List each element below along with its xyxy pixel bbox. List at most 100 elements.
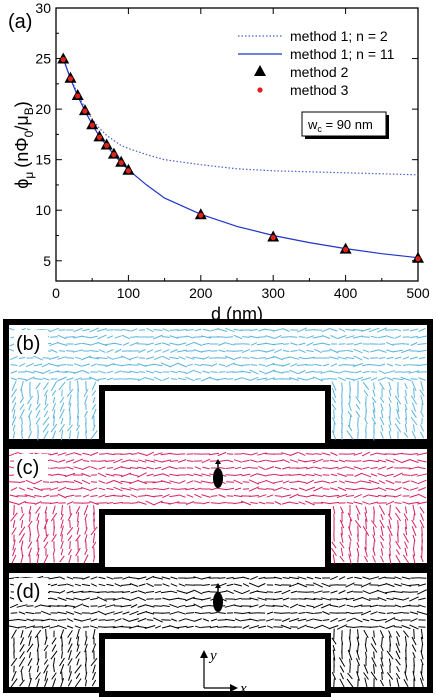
field-vector xyxy=(19,513,25,521)
field-vector xyxy=(402,480,410,484)
field-vector xyxy=(356,547,360,557)
field-vector xyxy=(20,540,24,550)
field-vector xyxy=(76,644,80,652)
field-vector xyxy=(42,423,50,433)
field-vector xyxy=(72,458,84,464)
field-vector xyxy=(420,650,424,660)
field-vector xyxy=(297,480,307,484)
field-vector xyxy=(405,417,407,425)
field-vector xyxy=(66,625,74,629)
field-vector xyxy=(19,396,25,404)
field-vector xyxy=(193,597,203,601)
field-vector xyxy=(112,591,124,593)
field-vector xyxy=(64,472,76,478)
field-vector xyxy=(337,370,347,374)
field-vector xyxy=(298,356,306,360)
field-vector xyxy=(233,589,243,595)
field-vector xyxy=(130,604,138,608)
field-vector xyxy=(298,336,306,338)
field-vector xyxy=(296,582,308,588)
field-vector xyxy=(352,376,364,382)
field-vector xyxy=(18,533,26,543)
field-vector xyxy=(341,388,343,398)
field-vector xyxy=(153,488,163,490)
field-vector xyxy=(162,493,170,499)
field-vector xyxy=(418,604,426,608)
field-vector xyxy=(379,630,385,638)
field-vector xyxy=(60,540,64,550)
field-vector xyxy=(241,611,251,615)
field-vector xyxy=(306,576,314,580)
y-tick-label: 25 xyxy=(35,51,51,67)
field-vector xyxy=(51,390,57,396)
field-vector xyxy=(250,342,258,346)
field-vector xyxy=(384,495,396,497)
field-vector xyxy=(413,424,415,432)
field-vector xyxy=(282,597,290,601)
field-vector xyxy=(362,466,370,470)
field-vector xyxy=(404,526,408,536)
field-vector xyxy=(137,459,147,463)
field-vector xyxy=(290,336,298,338)
dot-marker xyxy=(89,122,95,128)
field-vector xyxy=(129,370,139,374)
field-vector xyxy=(13,504,15,516)
field-vector xyxy=(145,451,155,457)
field-vector xyxy=(402,554,410,564)
field-vector xyxy=(161,465,171,471)
x-tick-label: 500 xyxy=(406,285,430,301)
field-vector xyxy=(404,382,408,390)
field-vector xyxy=(89,500,99,506)
field-vector xyxy=(137,590,147,594)
field-vector xyxy=(281,589,291,595)
field-vector xyxy=(202,501,210,505)
field-vector xyxy=(34,495,42,497)
field-vector xyxy=(50,474,58,476)
field-vector xyxy=(85,679,87,687)
field-vector xyxy=(420,555,424,563)
field-vector xyxy=(298,452,306,456)
field-vector xyxy=(76,431,80,439)
field-vector xyxy=(256,590,268,594)
field-vector xyxy=(330,334,338,340)
field-vector xyxy=(60,417,64,425)
field-vector xyxy=(185,612,195,614)
field-vector xyxy=(282,618,290,622)
field-vector xyxy=(137,596,147,602)
field-vector xyxy=(98,619,106,621)
field-vector xyxy=(73,488,83,490)
field-vector xyxy=(232,501,244,505)
field-vector xyxy=(370,611,378,615)
field-vector xyxy=(89,451,99,457)
field-vector xyxy=(66,590,74,594)
field-vector xyxy=(43,389,49,397)
field-vector xyxy=(283,604,289,608)
field-vector xyxy=(314,348,322,354)
field-vector xyxy=(194,618,202,622)
field-vector xyxy=(106,377,114,381)
field-vector xyxy=(377,618,387,622)
field-vector xyxy=(272,370,284,374)
field-vector xyxy=(185,501,195,505)
field-vector xyxy=(41,362,51,368)
field-vector xyxy=(394,335,402,339)
field-vector xyxy=(362,590,370,594)
field-vector xyxy=(84,636,88,646)
field-vector xyxy=(409,487,419,491)
field-vector xyxy=(314,363,322,367)
field-vector xyxy=(378,576,386,580)
field-vector xyxy=(395,643,401,653)
field-vector xyxy=(28,547,32,557)
field-vector xyxy=(121,334,131,340)
field-vector xyxy=(369,452,379,456)
field-vector xyxy=(273,459,283,463)
field-vector xyxy=(178,480,186,484)
field-vector xyxy=(137,376,147,382)
field-vector xyxy=(113,479,123,485)
field-vector xyxy=(218,342,226,346)
field-vector xyxy=(250,502,258,504)
field-vector xyxy=(313,473,323,477)
inner-obstacle xyxy=(99,633,331,697)
field-vector xyxy=(81,342,91,346)
field-vector xyxy=(313,625,323,629)
